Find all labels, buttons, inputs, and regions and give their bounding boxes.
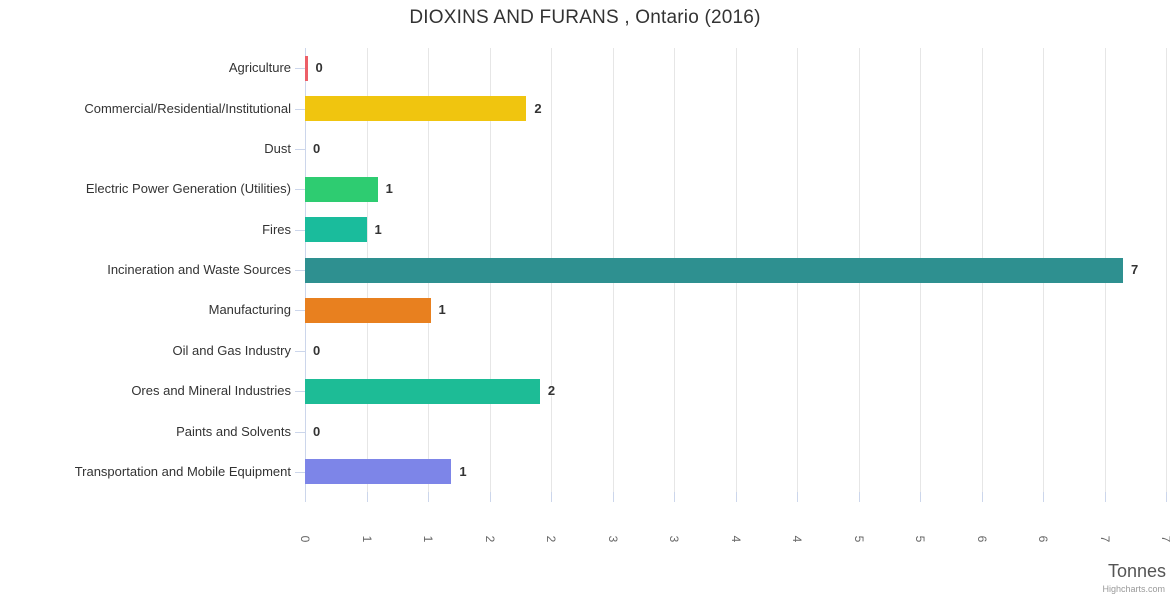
x-axis-tick-mark [1166,492,1167,502]
x-axis-tick-label: 5 [851,535,866,543]
x-axis-tick-mark [858,492,860,502]
bar-incineration-and-waste-sources[interactable] [305,257,1123,283]
x-axis-tick-mark [1043,492,1044,502]
data-label-dust: 0 [313,140,321,156]
category-label-commercial-residential-institutional: Commercial/Residential/Institutional [84,100,291,116]
x-axis-tick-mark [428,492,429,502]
category-tick-mark [295,189,305,191]
x-axis-tick-mark [735,492,737,502]
category-label-manufacturing: Manufacturing [208,302,291,318]
category-label-dust: Dust [264,140,291,156]
x-axis-tick-label: 7 [1097,535,1112,543]
bar-fires[interactable] [305,217,367,243]
category-tick-mark [295,431,305,433]
data-label-manufacturing: 1 [438,302,446,318]
x-axis-tick-mark [981,492,983,502]
x-axis-tick-mark [1104,492,1106,502]
x-axis-tick-label: 4 [790,535,804,543]
category-tick-mark [295,310,305,312]
x-axis-tick-mark [674,492,675,502]
category-tick-mark [295,229,305,231]
category-tick-mark [295,270,305,271]
chart-title: DIOXINS AND FURANS , Ontario (2016) [409,7,761,28]
category-tick-mark [295,471,305,473]
bar-manufacturing[interactable] [305,297,431,323]
data-label-oil-and-gas-industry: 0 [313,342,321,358]
x-axis-tick-label: 3 [667,535,681,543]
category-tick-mark [295,350,305,352]
highcharts-credit-link[interactable]: Highcharts.com [1102,584,1165,594]
data-label-transportation-and-mobile-equipment: 1 [459,463,467,479]
gridline [1166,48,1167,492]
category-label-oil-and-gas-industry: Oil and Gas Industry [172,342,292,358]
x-axis-tick-label: 5 [913,535,927,543]
category-tick-mark [295,148,305,150]
x-axis-tick-mark [797,492,798,502]
x-axis-tick-mark [920,492,921,502]
bar-ores-and-mineral-industries[interactable] [305,378,540,404]
x-axis-tick-label: 1 [359,535,374,543]
category-label-electric-power-generation-utilities: Electric Power Generation (Utilities) [85,181,291,197]
x-axis-tick-mark [612,492,614,502]
data-label-commercial-residential-institutional: 2 [534,100,542,116]
bar-electric-power-generation-utilities[interactable] [305,176,378,202]
category-tick-mark [295,108,305,110]
x-axis-tick-label: 6 [1036,535,1050,543]
data-label-paints-and-solvents: 0 [313,423,321,439]
x-axis-tick-label: 1 [421,535,435,543]
x-axis-tick-label: 7 [1158,531,1170,547]
bar-agriculture[interactable] [305,55,308,81]
x-axis-title: Tonnes [1107,561,1166,581]
x-axis-tick-mark [551,492,552,502]
x-axis-tick-mark [366,492,368,502]
data-label-agriculture: 0 [315,60,323,76]
category-label-ores-and-mineral-industries: Ores and Mineral Industries [131,383,291,399]
category-label-paints-and-solvents: Paints and Solvents [176,423,291,439]
data-label-fires: 1 [374,221,382,237]
category-label-fires: Fires [262,221,291,237]
x-axis-tick-label: 3 [605,535,620,543]
data-label-ores-and-mineral-industries: 2 [547,383,556,399]
x-axis-tick-label: 2 [482,535,497,543]
category-label-agriculture: Agriculture [228,60,291,76]
data-label-electric-power-generation-utilities: 1 [385,181,393,197]
bar-transportation-and-mobile-equipment[interactable] [305,459,452,485]
category-label-incineration-and-waste-sources: Incineration and Waste Sources [107,262,291,277]
x-axis-tick-label: 0 [298,535,312,543]
x-axis-tick-label: 2 [544,535,558,543]
x-axis-tick-mark [305,492,306,502]
category-tick-mark [295,68,305,70]
x-axis-tick-label: 6 [974,535,989,543]
x-axis-tick-label: 4 [728,535,743,543]
category-label-transportation-and-mobile-equipment: Transportation and Mobile Equipment [74,463,291,479]
x-axis-tick-mark [489,492,491,502]
data-label-incineration-and-waste-sources: 7 [1131,262,1139,277]
bar-commercial-residential-institutional[interactable] [305,96,527,121]
category-tick-mark [295,391,305,393]
